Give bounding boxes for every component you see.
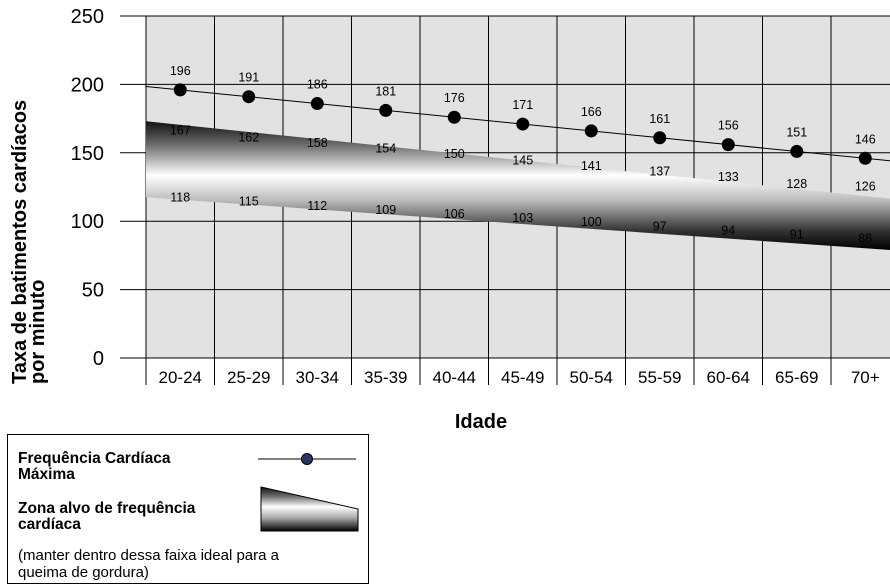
zone-lower-label: 88 [858, 232, 872, 246]
max-hr-point [790, 144, 804, 158]
max-hr-value-label: 146 [855, 132, 876, 146]
max-hr-value-label: 181 [375, 84, 396, 98]
zone-lower-label: 103 [512, 211, 533, 225]
max-hr-value-label: 176 [444, 91, 465, 105]
zone-upper-label: 137 [649, 165, 670, 179]
y-tick-label: 150 [71, 143, 104, 165]
y-tick-label: 250 [71, 6, 104, 28]
x-tick-label: 55-59 [638, 368, 681, 387]
y-tick-label: 100 [71, 211, 104, 233]
max-hr-point [721, 138, 735, 152]
legend-note-line-1: (manter dentro dessa faixa ideal para a [18, 547, 279, 564]
legend-zone-label: Zona alvo de frequência cardíaca [18, 501, 195, 533]
max-hr-point [447, 110, 461, 124]
zone-upper-label: 167 [170, 124, 191, 138]
max-hr-value-label: 161 [649, 112, 670, 126]
max-hr-point [858, 151, 872, 165]
zone-upper-label: 162 [238, 130, 259, 144]
y-tick-labels: 0 50 100 150 200 250 [71, 6, 104, 370]
legend-note-line-2: queima de gordura) [18, 564, 149, 581]
zone-lower-label: 112 [307, 199, 327, 213]
x-tick-labels: 20-24 25-29 30-34 35-39 40-44 45-49 50-54 55-59… [159, 368, 880, 387]
zone-upper-label: 141 [581, 159, 602, 173]
x-tick-label: 50-54 [570, 368, 613, 387]
zone-lower-label: 94 [721, 223, 735, 237]
zone-lower-label: 115 [239, 195, 259, 209]
max-hr-point [310, 97, 324, 111]
target-zone-area [146, 121, 890, 251]
zone-lower-label: 91 [790, 228, 804, 242]
zone-upper-label: 133 [718, 170, 739, 184]
y-tick-label: 50 [82, 280, 104, 302]
max-hr-value-label: 166 [581, 105, 602, 119]
max-hr-point [653, 131, 667, 145]
zone-lower-label: 97 [653, 219, 667, 233]
y-axis-label-line-2: por minuto [27, 280, 49, 384]
x-tick-label: 60-64 [707, 368, 750, 387]
max-hr-value-label: 191 [238, 71, 259, 85]
x-axis-label: Idade [455, 411, 507, 430]
y-tick-label: 200 [71, 74, 104, 96]
legend-zone-swatch [260, 486, 359, 532]
y-tick-label: 0 [93, 348, 104, 370]
max-hr-point [584, 124, 598, 138]
x-tick-label: 65-69 [775, 368, 818, 387]
x-tick-label: 40-44 [433, 368, 476, 387]
legend-max-hr-line-2: Máxima [18, 466, 75, 483]
zone-upper-label: 126 [855, 180, 876, 194]
max-heart-rate-points [173, 83, 872, 165]
target-zone-value-labels: 167 162 158 154 150 145 141 137 133 128 126 118 115 1… [170, 124, 876, 246]
legend-zone-line-1: Zona alvo de frequência [18, 500, 196, 517]
zone-lower-label: 109 [375, 203, 396, 217]
legend-zone-line-2: cardíaca [18, 516, 81, 533]
zone-upper-label: 150 [444, 147, 465, 161]
legend-max-hr-label: Frequência Cardíaca Máxima [18, 451, 170, 483]
zone-upper-label: 145 [512, 154, 533, 168]
max-hr-point [242, 90, 256, 104]
heart-rate-chart: 0 50 100 150 200 250 20-24 25-29 30-34 35-39 40-4… [9, 6, 890, 430]
max-hr-point [173, 83, 187, 97]
x-tick-label: 20-24 [159, 368, 202, 387]
max-hr-value-label: 196 [170, 64, 191, 78]
max-hr-value-label: 186 [307, 78, 328, 92]
legend-zone-note: (manter dentro dessa faixa ideal para a … [18, 547, 279, 581]
zone-upper-label: 158 [307, 136, 328, 150]
zone-lower-label: 100 [581, 215, 602, 229]
x-tick-label: 45-49 [501, 368, 544, 387]
legend-marker-icon [301, 453, 313, 465]
y-axis-label-line-1: Taxa de batimentos cardíacos [9, 100, 31, 384]
legend: Frequência Cardíaca Máxima Zona alvo de … [7, 434, 369, 584]
target-zone-band [146, 121, 890, 251]
x-tick-label: 70+ [851, 368, 880, 387]
zone-lower-label: 106 [444, 207, 465, 221]
max-heart-rate-value-labels: 196 191 186 181 176 171 166 161 156 151 146 [170, 64, 876, 146]
x-tick-label: 30-34 [296, 368, 339, 387]
zone-upper-label: 154 [375, 141, 396, 155]
legend-max-hr-swatch [258, 453, 356, 465]
max-hr-point [516, 117, 530, 131]
max-hr-value-label: 171 [512, 98, 533, 112]
max-hr-value-label: 151 [786, 125, 807, 139]
x-tick-label: 35-39 [364, 368, 407, 387]
legend-max-hr-line-1: Frequência Cardíaca [18, 450, 171, 467]
zone-upper-label: 128 [786, 177, 807, 191]
max-hr-value-label: 156 [718, 119, 739, 133]
zone-lower-label: 118 [170, 191, 190, 205]
x-tick-label: 25-29 [227, 368, 270, 387]
max-hr-point [379, 103, 393, 117]
